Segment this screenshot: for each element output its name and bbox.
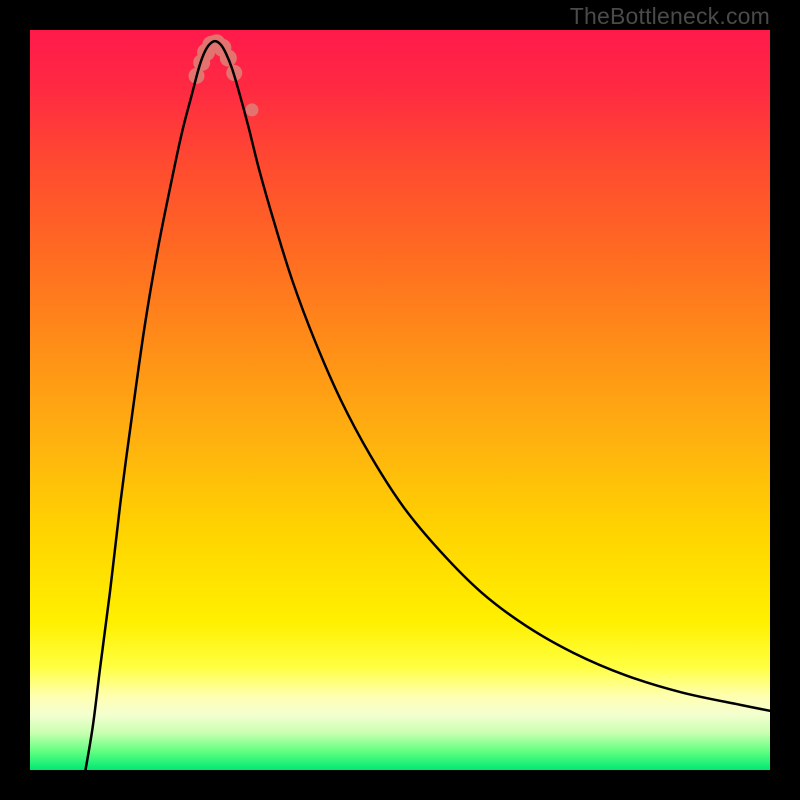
bottleneck-curve bbox=[86, 41, 771, 770]
curve-layer bbox=[30, 30, 770, 770]
chart-stage: TheBottleneck.com bbox=[0, 0, 800, 800]
plot-area bbox=[30, 30, 770, 770]
marker-dot bbox=[246, 103, 259, 116]
watermark-label: TheBottleneck.com bbox=[570, 3, 770, 30]
